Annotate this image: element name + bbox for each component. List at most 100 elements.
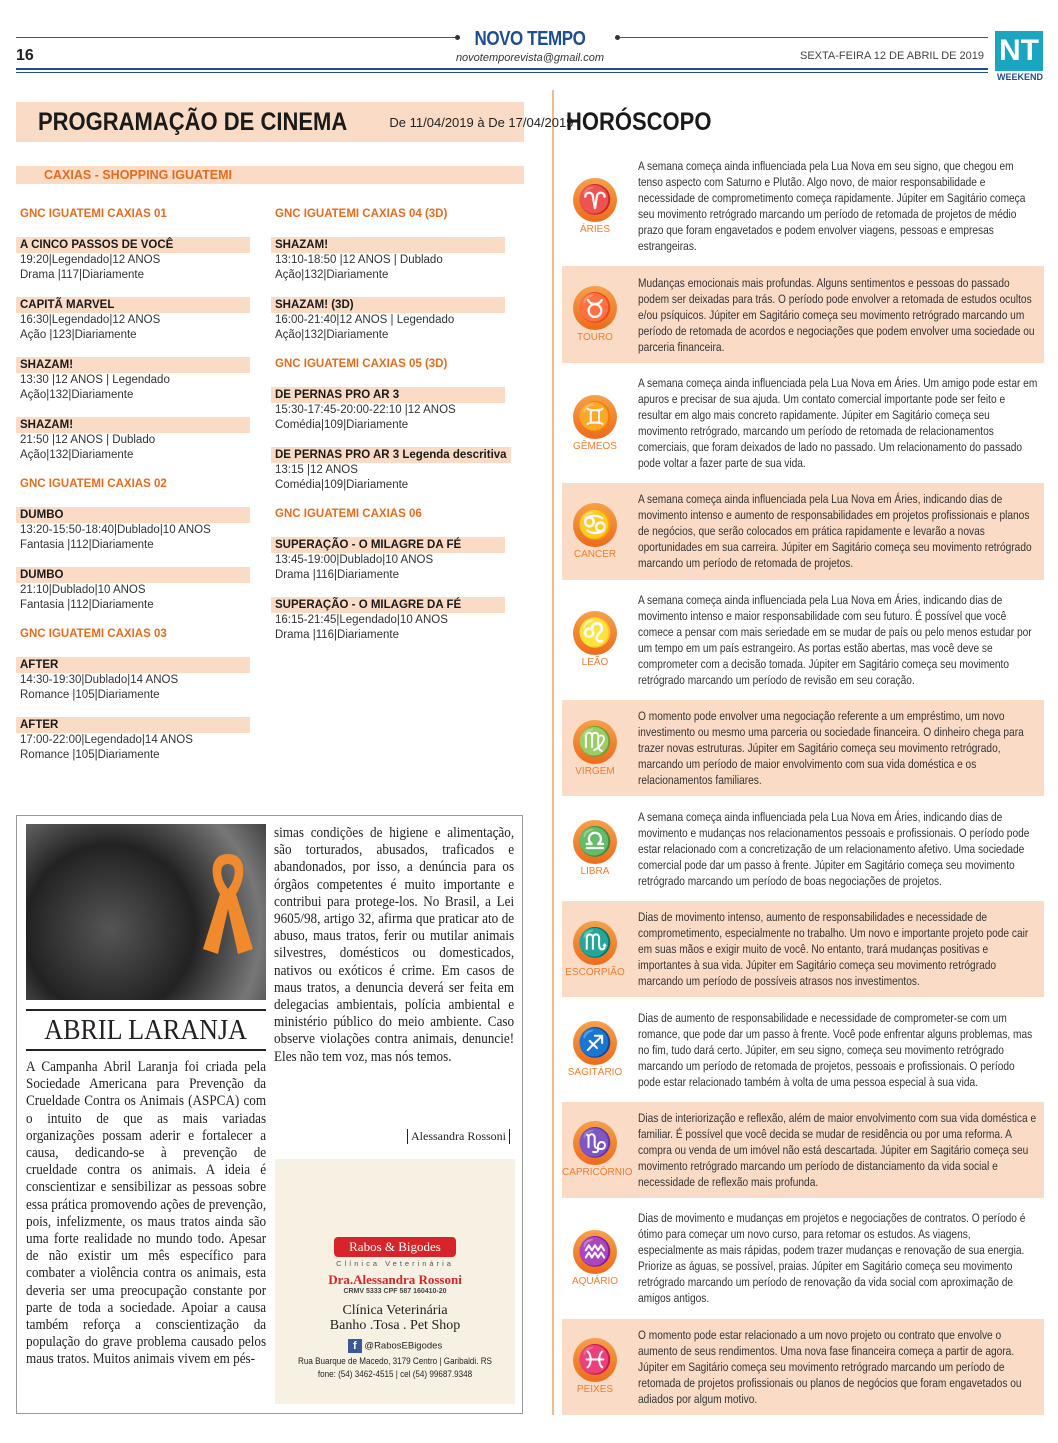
film-title: AFTER — [16, 717, 250, 733]
film-title: DUMBO — [16, 507, 250, 523]
horoscope-sign-1: ♉ TOURO Mudanças emocionais mais profundas… — [562, 266, 1044, 363]
sign-icon-block: ♋ CANCER — [562, 502, 628, 560]
film-listing: DE PERNAS PRO AR 3 Legenda descritiva 13:… — [271, 447, 511, 507]
film-title: DE PERNAS PRO AR 3 Legenda descritiva — [271, 447, 511, 463]
film-title: SUPERAÇÃO - O MILAGRE DA FÉ — [271, 537, 505, 553]
film-listing: SHAZAM! 21:50 |12 ANOS | Dublado Ação|132|… — [16, 417, 252, 477]
film-listing: SUPERAÇÃO - O MILAGRE DA FÉ 13:45-19:00|D… — [271, 537, 507, 597]
article-author: Alessandra Rossoni — [407, 1129, 510, 1144]
film-showtimes: 14:30-19:30|Dublado|14 ANOS — [20, 674, 179, 686]
film-details: Romance |105|Diariamente — [20, 749, 160, 761]
sign-name: VIRGEM — [575, 765, 615, 777]
sign-name: TOURO — [577, 332, 613, 344]
masthead-email[interactable]: novotemporevista@gmail.com — [455, 52, 605, 64]
zodiac-0-icon: ♈ — [573, 177, 617, 222]
ad-address: Rua Buarque de Macedo, 3179 Centro | Gar… — [298, 1356, 492, 1366]
sign-icon-block: ♐ SAGITÁRIO — [562, 1021, 628, 1078]
cinema-title: PROGRAMAÇÃO DE CINEMA — [38, 107, 348, 136]
sign-forecast: A semana começa ainda influenciada pela … — [638, 492, 1032, 571]
horoscope-sign-11: ♓ PEIXES O momento pode estar relacionado … — [562, 1318, 1044, 1415]
sign-icon-block: ♏ ESCORPIÃO — [562, 920, 628, 978]
horoscope-sign-3: ♋ CANCER A semana começa ainda influenciad… — [562, 483, 1044, 580]
film-showtimes: 16:30|Legendado|12 ANOS — [20, 314, 161, 326]
ad-facebook[interactable]: @RabosEBigodes — [364, 1340, 443, 1352]
film-details: Drama |116|Diariamente — [275, 569, 400, 581]
horoscope-sign-2: ♊ GÊMEOS A semana começa ainda influenciad… — [562, 367, 1044, 479]
film-details: Ação|132|Diariamente — [20, 389, 134, 401]
zodiac-7-icon: ♏ — [573, 920, 617, 965]
film-showtimes: 17:00-22:00|Legendado|14 ANOS — [20, 734, 193, 746]
zodiac-4-icon: ♌ — [573, 611, 617, 656]
sign-name: LEÃO — [581, 657, 609, 669]
sign-icon-block: ♑ CAPRICÓRNIO — [562, 1121, 633, 1179]
film-title: DE PERNAS PRO AR 3 — [271, 387, 505, 403]
vet-clinic-ad[interactable]: Rabos & Bigodes Clínica Veterinária Dra.… — [275, 1159, 515, 1404]
film-showtimes: 13:10-18:50 |12 ANOS | Dublado — [275, 254, 443, 266]
horoscope-sign-6: ♎ LIBRA A semana começa ainda influenciada… — [562, 800, 1044, 896]
film-details: Ação|132|Diariamente — [275, 269, 389, 281]
zodiac-11-icon: ♓ — [573, 1338, 617, 1383]
sign-forecast: A semana começa ainda influenciada pela … — [638, 159, 1026, 254]
film-title: CAPITÃ MARVEL — [16, 297, 250, 313]
film-listing: AFTER 14:30-19:30|Dublado|14 ANOS Romance … — [16, 657, 252, 717]
nt-logo: NT — [995, 31, 1043, 71]
sign-forecast: O momento pode estar relacionado a um no… — [638, 1327, 1022, 1406]
ad-service-1: Clínica Veterinária — [342, 1303, 448, 1318]
sign-icon-block: ♌ LEÃO — [562, 611, 628, 668]
article-headline-rules: ABRIL LARANJA — [26, 1009, 266, 1051]
cinema-period: De 11/04/2019 à De 17/04/2019 — [389, 114, 574, 130]
film-showtimes: 13:45-19:00|Dublado|10 ANOS — [275, 554, 434, 566]
zodiac-2-icon: ♊ — [573, 394, 617, 439]
film-details: Romance |105|Diariamente — [20, 689, 160, 701]
cinema-location: CAXIAS - SHOPPING IGUATEMI — [16, 166, 524, 184]
film-showtimes: 21:50 |12 ANOS | Dublado — [20, 434, 156, 446]
page-number: 16 — [16, 47, 34, 64]
film-details: Drama |116|Diariamente — [275, 629, 400, 641]
sign-name: ÁRIES — [579, 223, 610, 235]
header-rule — [16, 37, 456, 38]
film-details: Ação|132|Diariamente — [20, 449, 134, 461]
sign-forecast: O momento pode envolver uma negociação r… — [638, 709, 1024, 788]
film-details: Ação |123|Diariamente — [20, 329, 137, 341]
film-listing: SUPERAÇÃO - O MILAGRE DA FÉ 16:15-21:45|L… — [271, 597, 507, 657]
film-title: A CINCO PASSOS DE VOCÊ — [16, 237, 250, 253]
film-listing: DUMBO 21:10|Dublado|10 ANOS Fantasia |112|… — [16, 567, 252, 627]
sign-icon-block: ♓ PEIXES — [562, 1338, 628, 1395]
sign-forecast: A semana começa ainda influenciada pela … — [638, 809, 1030, 888]
theater-heading: GNC IGUATEMI CAXIAS 06 — [275, 508, 422, 520]
sign-icon-block: ♎ LIBRA — [562, 820, 628, 877]
film-details: Comédia|109|Diariamente — [275, 419, 409, 431]
sign-icon-block: ♉ TOURO — [562, 286, 628, 343]
header-rule — [620, 37, 988, 38]
article-body-column-1: A Campanha Abril Laranja foi criada pela… — [26, 1059, 267, 1368]
ad-phones: fone: (54) 3462-4515 | cel (54) 99687.93… — [317, 1369, 473, 1379]
sign-forecast: Dias de interiorização e reflexão, além … — [638, 1110, 1037, 1189]
film-showtimes: 13:30 |12 ANOS | Legendado — [20, 374, 170, 386]
film-listing: SHAZAM! 13:30 |12 ANOS | Legendado Ação|13… — [16, 357, 252, 417]
sign-forecast: Mudanças emocionais mais profundas. Algu… — [638, 275, 1035, 354]
facebook-icon: f — [347, 1339, 362, 1353]
orange-ribbon-icon — [203, 854, 253, 954]
film-listing: SHAZAM! 13:10-18:50 |12 ANOS | Dublado Açã… — [271, 237, 507, 297]
film-listing: DUMBO 13:20-15:50-18:40|Dublado|10 ANOS Fa… — [16, 507, 252, 567]
sign-name: CAPRICÓRNIO — [562, 1167, 633, 1179]
zodiac-5-icon: ♍ — [573, 719, 617, 764]
film-title: SHAZAM! (3D) — [271, 297, 505, 313]
sign-icon-block: ♊ GÊMEOS — [562, 394, 628, 452]
film-title: SHAZAM! — [16, 417, 250, 433]
header-double-rule — [16, 68, 988, 73]
theater-heading: GNC IGUATEMI CAXIAS 04 (3D) — [275, 208, 448, 220]
theater-heading: GNC IGUATEMI CAXIAS 05 (3D) — [275, 358, 448, 370]
masthead-title: NOVO TEMPO — [474, 28, 586, 50]
article-abril-laranja: ABRIL LARANJA A Campanha Abril Laranja f… — [16, 815, 523, 1414]
zodiac-1-icon: ♉ — [573, 286, 617, 331]
article-body-column-2: simas condições de higiene e alimentação… — [274, 825, 515, 1065]
film-title: DUMBO — [16, 567, 250, 583]
ad-service-2: Banho .Tosa . Pet Shop — [329, 1318, 461, 1333]
ad-doctor: Dra.Alessandra Rossoni — [328, 1272, 462, 1287]
film-showtimes: 13:15 |12 ANOS — [275, 464, 358, 476]
sign-name: ESCORPIÃO — [565, 966, 625, 978]
nt-logo-subtitle: WEEKEND — [996, 72, 1043, 82]
sign-forecast: Dias de movimento e mudanças em projetos… — [638, 1211, 1026, 1306]
film-title: SHAZAM! — [16, 357, 250, 373]
